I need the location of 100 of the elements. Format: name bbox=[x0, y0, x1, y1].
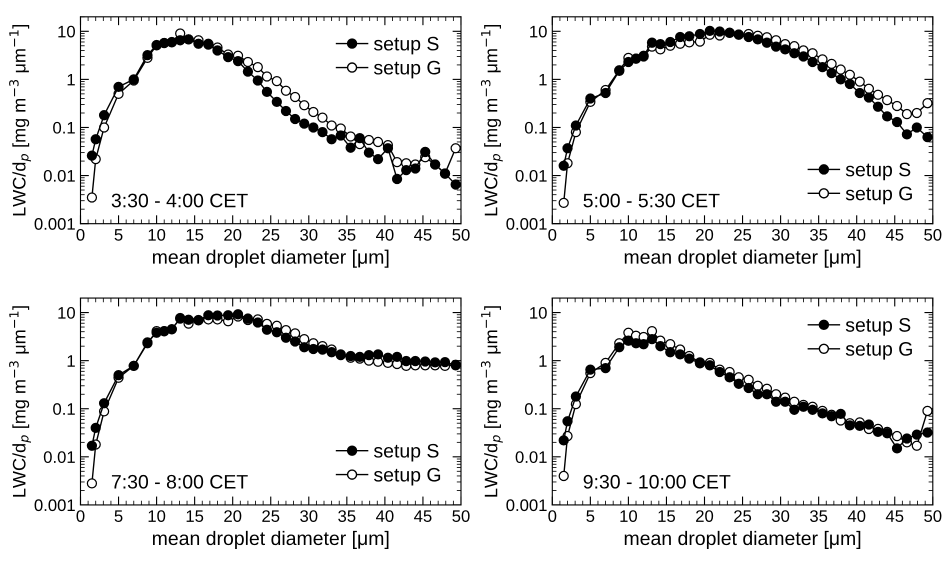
x-tick-label: 5 bbox=[586, 229, 594, 241]
point bbox=[892, 116, 902, 128]
x-tick-label: 20 bbox=[696, 228, 714, 241]
x-tick-label: 25 bbox=[262, 228, 280, 241]
point bbox=[410, 356, 420, 366]
point bbox=[864, 92, 874, 103]
point bbox=[623, 56, 634, 68]
legend-label: setup G bbox=[374, 60, 440, 78]
point bbox=[299, 342, 310, 352]
point bbox=[242, 56, 254, 68]
point bbox=[326, 347, 337, 358]
point bbox=[98, 398, 110, 408]
x-tick-label: 30 bbox=[300, 510, 318, 522]
point bbox=[675, 32, 686, 42]
x-tick-label: 40 bbox=[376, 510, 394, 522]
x-tick-label: 50 bbox=[924, 228, 942, 241]
point bbox=[854, 88, 865, 98]
y-tick-label: 10 bbox=[530, 306, 547, 319]
point bbox=[892, 430, 902, 442]
x-tick-label: 40 bbox=[376, 228, 394, 241]
point bbox=[734, 378, 744, 389]
point bbox=[382, 143, 394, 154]
point bbox=[232, 56, 244, 66]
point bbox=[203, 310, 214, 320]
point bbox=[854, 420, 865, 432]
point bbox=[86, 150, 98, 161]
x-tick-label: 45 bbox=[886, 510, 904, 522]
point bbox=[364, 350, 374, 360]
x-tick-label: 50 bbox=[924, 510, 942, 522]
x-tick-label: 50 bbox=[452, 510, 470, 522]
point bbox=[826, 68, 837, 78]
point bbox=[232, 309, 244, 320]
point bbox=[724, 372, 735, 382]
x-tick-label: 35 bbox=[810, 510, 828, 522]
point bbox=[113, 82, 124, 92]
x-tick-label: 5 bbox=[586, 510, 594, 522]
point bbox=[912, 108, 922, 118]
legend-label: setup S bbox=[846, 162, 910, 180]
y-tick-label: 10 bbox=[530, 26, 547, 38]
point bbox=[558, 470, 569, 482]
point bbox=[912, 122, 922, 133]
point bbox=[872, 102, 884, 112]
point bbox=[807, 56, 818, 68]
x-tick-label: 10 bbox=[620, 510, 638, 522]
point bbox=[290, 336, 300, 347]
point bbox=[175, 35, 186, 46]
point bbox=[655, 39, 666, 50]
point bbox=[280, 86, 292, 96]
point bbox=[807, 404, 818, 415]
point bbox=[326, 134, 337, 144]
point bbox=[98, 110, 110, 120]
point bbox=[744, 382, 754, 394]
point bbox=[252, 75, 263, 86]
point bbox=[892, 100, 902, 112]
legend-label: setup S bbox=[374, 36, 438, 54]
point bbox=[450, 179, 461, 190]
x-tick-label: 10 bbox=[148, 510, 166, 522]
x-tick-label: 5 bbox=[114, 229, 122, 241]
point bbox=[290, 92, 300, 102]
y-axis-title: LWC/d$_{p}$ [mg m$^{−3}$ μm$^{−1}$] bbox=[480, 25, 503, 216]
x-tick-label: 20 bbox=[224, 228, 242, 241]
y-tick-label: 0.001 bbox=[506, 218, 547, 230]
point bbox=[280, 106, 292, 116]
point bbox=[222, 310, 234, 320]
point bbox=[789, 48, 800, 58]
point bbox=[585, 93, 596, 104]
x-tick-label: 25 bbox=[734, 510, 752, 522]
point bbox=[90, 134, 101, 144]
point bbox=[762, 38, 772, 48]
y-axis-title: LWC/d$_{p}$ [mg m$^{−3}$ μm$^{−1}$] bbox=[9, 25, 32, 216]
point bbox=[844, 78, 855, 90]
point bbox=[665, 347, 676, 358]
y-tick-label: 0.01 bbox=[516, 451, 547, 464]
x-axis-title: mean droplet diameter [μm] bbox=[152, 250, 388, 268]
point bbox=[558, 198, 569, 208]
y-tick-label: 1 bbox=[68, 355, 75, 367]
x-tick-label: 10 bbox=[620, 228, 638, 241]
point bbox=[826, 58, 837, 70]
x-tick-label: 15 bbox=[186, 229, 204, 241]
point bbox=[272, 96, 282, 108]
point bbox=[744, 374, 754, 385]
point bbox=[817, 408, 828, 419]
legend-label: setup G bbox=[846, 342, 912, 360]
point bbox=[193, 38, 204, 49]
point bbox=[299, 118, 310, 129]
x-tick-label: 35 bbox=[810, 228, 828, 241]
legend-label: setup S bbox=[846, 318, 910, 336]
y-tick-label: 0.01 bbox=[516, 170, 547, 182]
point bbox=[864, 84, 874, 94]
point bbox=[280, 332, 292, 343]
annotation: 9:30 - 10:00 CET bbox=[584, 474, 730, 489]
y-tick-label: 0.001 bbox=[34, 218, 75, 230]
y-tick-label: 0.1 bbox=[53, 403, 75, 415]
point bbox=[922, 98, 933, 108]
point bbox=[752, 34, 763, 44]
point bbox=[570, 120, 582, 131]
point bbox=[638, 339, 649, 350]
point bbox=[86, 192, 98, 203]
point bbox=[262, 86, 272, 98]
annotation: 3:30 - 4:00 CET bbox=[112, 194, 248, 208]
